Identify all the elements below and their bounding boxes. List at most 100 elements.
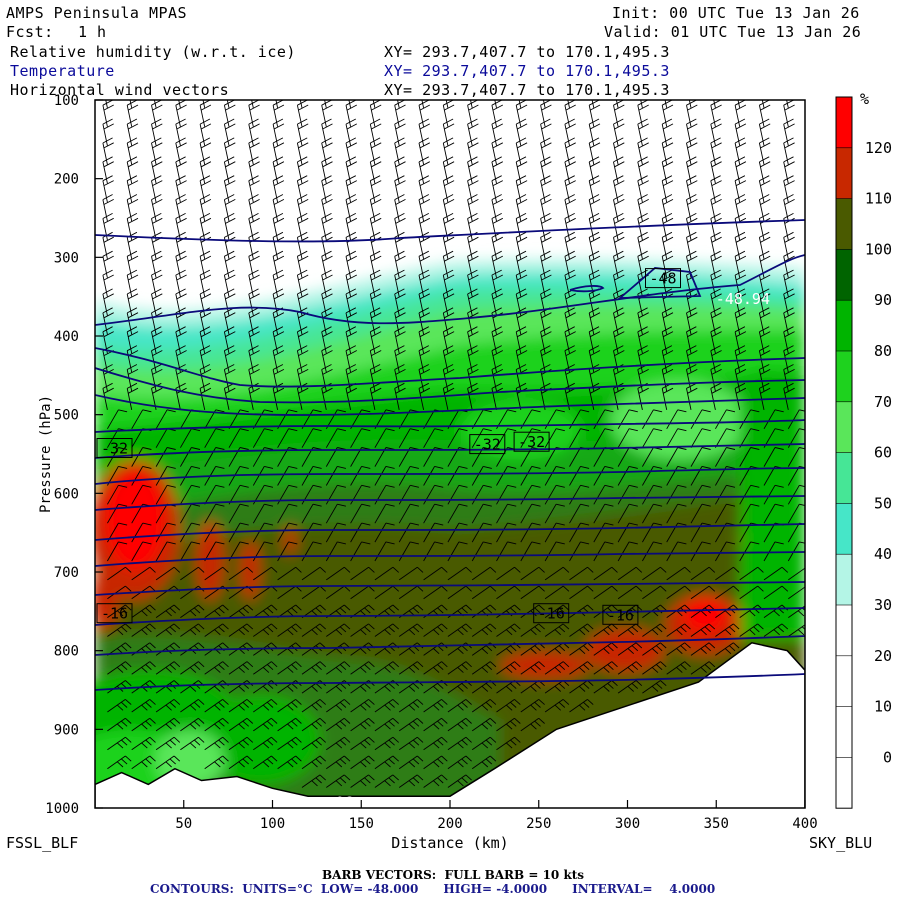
wind-barb (105, 100, 108, 108)
wind-barb (102, 100, 114, 127)
wind-barb (151, 137, 163, 165)
wind-barb (491, 156, 504, 184)
wind-barb (710, 382, 722, 410)
wind-barb (398, 484, 420, 505)
wind-barb (248, 345, 260, 373)
wind-barb (228, 736, 254, 751)
wind-barb (301, 428, 322, 448)
wind-barb (301, 755, 327, 770)
wind-barb (783, 194, 795, 222)
wind-barb (131, 522, 152, 543)
colorbar-segment (836, 249, 852, 301)
wind-barb (418, 382, 431, 410)
wind-barb (467, 307, 479, 335)
wind-barb (783, 307, 795, 335)
wind-barb (471, 736, 497, 751)
wind-barb (569, 522, 590, 543)
wind-barb (758, 156, 771, 184)
wind-barb (369, 156, 382, 184)
wind-barb (107, 541, 128, 562)
wind-barb (515, 156, 528, 184)
wind-barb (544, 465, 565, 486)
wind-barb (567, 100, 570, 108)
wind-barb (515, 231, 528, 259)
wind-barb (734, 118, 747, 146)
wind-barb (394, 345, 406, 373)
wind-barb (739, 409, 760, 430)
wind-barb (345, 213, 358, 241)
wind-barb (107, 699, 132, 713)
wind-barb (325, 503, 347, 524)
wind-barb (442, 100, 455, 127)
wind-barb (783, 137, 795, 165)
wind-barb (637, 231, 649, 259)
wind-barb (398, 465, 420, 486)
wind-barb (155, 661, 181, 675)
wind-barb (223, 364, 236, 392)
wind-barb (321, 288, 333, 316)
wind-barb (296, 345, 309, 373)
wind-barb (252, 522, 274, 543)
wind-barb (442, 364, 455, 392)
wind-barb (686, 326, 698, 354)
wind-barb (467, 118, 479, 146)
wind-barb (126, 288, 139, 316)
wind-barb (272, 345, 285, 373)
wind-barb (204, 428, 225, 448)
wind-barb (204, 503, 225, 524)
wind-barb (272, 175, 285, 203)
wind-barb (107, 661, 132, 675)
y-tick-label: 300 (54, 250, 79, 266)
wind-barb (321, 269, 333, 297)
wind-barb (301, 566, 327, 581)
wind-barb (540, 345, 552, 373)
wind-barb (787, 409, 805, 430)
wind-barb (175, 137, 187, 165)
wind-barb (471, 522, 492, 543)
wind-barb (617, 484, 638, 505)
wind-barb (107, 755, 132, 770)
wind-barb (326, 623, 351, 637)
wind-barb (296, 364, 309, 392)
wind-barb (321, 118, 333, 146)
wind-barb (301, 585, 327, 600)
wind-barb (345, 364, 358, 392)
wind-barb (786, 100, 789, 108)
wind-barb (204, 623, 229, 637)
wind-barb (783, 118, 795, 146)
wind-barb (642, 484, 663, 505)
wind-barb (374, 541, 395, 562)
wind-barb (102, 175, 114, 203)
wind-barb (715, 541, 736, 562)
wind-barb (515, 118, 528, 146)
wind-barb (253, 755, 278, 770)
wind-barb (564, 137, 576, 165)
wind-barb (345, 137, 358, 165)
wind-barb (666, 447, 687, 467)
wind-barb (690, 623, 716, 637)
wind-barb (277, 661, 302, 675)
wind-barb (223, 345, 236, 373)
wind-barb (272, 156, 285, 184)
wind-barb (301, 661, 327, 675)
colorbar-segment (836, 300, 852, 351)
wind-barb (470, 100, 473, 108)
svg-text:-16: -16 (101, 605, 128, 623)
wind-barb (467, 288, 479, 316)
wind-barb (321, 364, 333, 392)
wind-barb (758, 118, 771, 146)
wind-barb (155, 717, 181, 732)
wind-barb (102, 156, 114, 184)
wind-barb (325, 465, 347, 486)
wind-barb (350, 566, 375, 581)
wind-barb (471, 484, 492, 505)
wind-barb (710, 326, 722, 354)
wind-barb (471, 465, 492, 486)
wind-barb (710, 100, 722, 127)
wind-barb (325, 428, 347, 448)
wind-barb (272, 194, 285, 222)
wind-barb (423, 623, 448, 637)
wind-barb (248, 326, 260, 354)
wind-barb (223, 213, 236, 241)
wind-barb (199, 100, 212, 127)
